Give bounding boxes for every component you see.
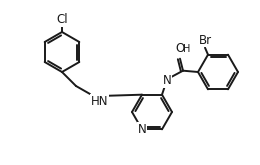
Text: N: N <box>162 74 171 87</box>
Text: H: H <box>183 44 191 54</box>
Text: N: N <box>138 123 146 136</box>
Text: HN: HN <box>91 95 108 108</box>
Text: O: O <box>176 42 185 55</box>
Text: Br: Br <box>198 34 212 47</box>
Text: Cl: Cl <box>56 13 68 26</box>
